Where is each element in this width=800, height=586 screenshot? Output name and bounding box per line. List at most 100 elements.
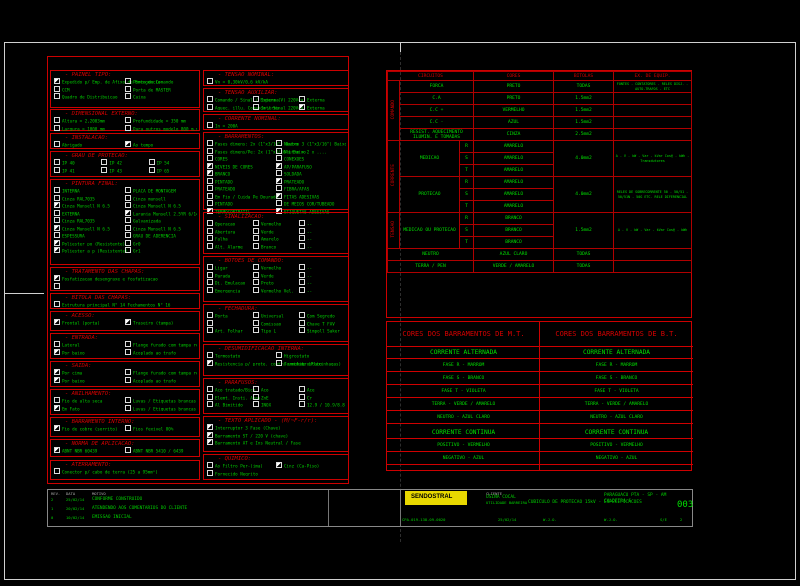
- checkbox-empty-icon[interactable]: [54, 85, 60, 92]
- checkbox-empty-icon[interactable]: [148, 166, 155, 173]
- checkbox-empty-icon[interactable]: [253, 386, 259, 392]
- checkbox-empty-icon[interactable]: [125, 194, 131, 201]
- checkbox-checked-icon[interactable]: [207, 424, 213, 430]
- checkbox-empty-icon[interactable]: [207, 103, 213, 110]
- checkbox-empty-icon[interactable]: [299, 312, 305, 318]
- checkbox-checked-icon[interactable]: [54, 202, 60, 208]
- checkbox-empty-icon[interactable]: [54, 282, 60, 289]
- checkbox-empty-icon[interactable]: [125, 376, 131, 383]
- checkbox-empty-icon[interactable]: [207, 264, 213, 270]
- checkbox-empty-icon[interactable]: [207, 279, 213, 285]
- checkbox-empty-icon[interactable]: [299, 271, 305, 278]
- checkbox-empty-icon[interactable]: [299, 401, 305, 407]
- checkbox-checked-icon[interactable]: [54, 404, 60, 411]
- checkbox-empty-icon[interactable]: [253, 271, 259, 278]
- checkbox-empty-icon[interactable]: [207, 235, 213, 241]
- checkbox-checked-icon[interactable]: [54, 447, 60, 453]
- checkbox-empty-icon[interactable]: [54, 209, 60, 216]
- checkbox-empty-icon[interactable]: [207, 242, 213, 249]
- checkbox-empty-icon[interactable]: [207, 78, 213, 84]
- checkbox-empty-icon[interactable]: [207, 155, 213, 161]
- checkbox-empty-icon[interactable]: [207, 286, 213, 293]
- checkbox-checked-icon[interactable]: [54, 376, 60, 383]
- checkbox-empty-icon[interactable]: [276, 359, 282, 366]
- checkbox-checked-icon[interactable]: [54, 348, 60, 355]
- checkbox-empty-icon[interactable]: [125, 224, 131, 231]
- checkbox-empty-icon[interactable]: [54, 341, 60, 347]
- checkbox-empty-icon[interactable]: [125, 202, 131, 208]
- checkbox-checked-icon[interactable]: [276, 162, 282, 169]
- checkbox-checked-icon[interactable]: [276, 207, 282, 214]
- checkbox-empty-icon[interactable]: [125, 341, 131, 347]
- checkbox-empty-icon[interactable]: [125, 187, 131, 193]
- checkbox-empty-icon[interactable]: [207, 393, 213, 400]
- checkbox-checked-icon[interactable]: [276, 462, 282, 468]
- checkbox-empty-icon[interactable]: [125, 117, 131, 123]
- checkbox-empty-icon[interactable]: [299, 227, 305, 234]
- checkbox-empty-icon[interactable]: [207, 386, 213, 392]
- checkbox-checked-icon[interactable]: [276, 192, 282, 199]
- checkbox-empty-icon[interactable]: [101, 159, 108, 165]
- checkbox-empty-icon[interactable]: [207, 462, 213, 468]
- checkbox-empty-icon[interactable]: [54, 468, 60, 474]
- checkbox-empty-icon[interactable]: [299, 319, 305, 326]
- checkbox-empty-icon[interactable]: [125, 404, 131, 411]
- checkbox-empty-icon[interactable]: [253, 393, 259, 400]
- checkbox-empty-icon[interactable]: [207, 147, 213, 154]
- checkbox-empty-icon[interactable]: [125, 217, 131, 223]
- checkbox-empty-icon[interactable]: [276, 155, 282, 161]
- checkbox-empty-icon[interactable]: [276, 352, 282, 358]
- checkbox-empty-icon[interactable]: [276, 170, 282, 176]
- checkbox-empty-icon[interactable]: [54, 159, 60, 165]
- checkbox-checked-icon[interactable]: [207, 162, 213, 169]
- checkbox-empty-icon[interactable]: [207, 200, 213, 206]
- checkbox-empty-icon[interactable]: [207, 220, 213, 226]
- checkbox-empty-icon[interactable]: [299, 286, 305, 293]
- checkbox-empty-icon[interactable]: [207, 177, 213, 184]
- checkbox-empty-icon[interactable]: [253, 319, 259, 326]
- checkbox-empty-icon[interactable]: [101, 166, 108, 173]
- checkbox-checked-icon[interactable]: [299, 103, 305, 110]
- checkbox-empty-icon[interactable]: [207, 96, 213, 102]
- checkbox-checked-icon[interactable]: [207, 359, 213, 366]
- checkbox-checked-icon[interactable]: [207, 431, 213, 438]
- checkbox-empty-icon[interactable]: [148, 159, 155, 165]
- checkbox-empty-icon[interactable]: [253, 235, 259, 241]
- checkbox-empty-icon[interactable]: [207, 271, 213, 278]
- checkbox-checked-icon[interactable]: [276, 177, 282, 184]
- checkbox-empty-icon[interactable]: [253, 327, 259, 333]
- checkbox-empty-icon[interactable]: [299, 220, 305, 226]
- checkbox-empty-icon[interactable]: [207, 185, 213, 191]
- checkbox-empty-icon[interactable]: [125, 232, 131, 238]
- checkbox-empty-icon[interactable]: [207, 469, 213, 476]
- checkbox-empty-icon[interactable]: [54, 93, 60, 99]
- checkbox-empty-icon[interactable]: [276, 147, 282, 154]
- checkbox-empty-icon[interactable]: [207, 312, 213, 318]
- checkbox-empty-icon[interactable]: [54, 217, 60, 223]
- checkbox-empty-icon[interactable]: [125, 425, 131, 431]
- checkbox-empty-icon[interactable]: [253, 227, 259, 234]
- checkbox-empty-icon[interactable]: [299, 327, 305, 333]
- checkbox-empty-icon[interactable]: [125, 124, 131, 131]
- checkbox-empty-icon[interactable]: [125, 397, 131, 403]
- checkbox-empty-icon[interactable]: [299, 393, 305, 400]
- checkbox-checked-icon[interactable]: [207, 207, 213, 214]
- checkbox-checked-icon[interactable]: [54, 224, 60, 231]
- checkbox-checked-icon[interactable]: [125, 319, 131, 325]
- checkbox-empty-icon[interactable]: [125, 85, 131, 92]
- checkbox-empty-icon[interactable]: [207, 401, 213, 407]
- checkbox-empty-icon[interactable]: [54, 117, 60, 123]
- checkbox-empty-icon[interactable]: [125, 78, 131, 84]
- checkbox-empty-icon[interactable]: [54, 301, 60, 307]
- checkbox-empty-icon[interactable]: [125, 247, 131, 253]
- checkbox-checked-icon[interactable]: [207, 170, 213, 176]
- checkbox-empty-icon[interactable]: [207, 192, 213, 199]
- checkbox-empty-icon[interactable]: [125, 348, 131, 355]
- checkbox-empty-icon[interactable]: [253, 264, 259, 270]
- checkbox-checked-icon[interactable]: [125, 209, 131, 216]
- checkbox-empty-icon[interactable]: [125, 93, 131, 99]
- checkbox-empty-icon[interactable]: [125, 239, 131, 246]
- checkbox-empty-icon[interactable]: [253, 220, 259, 226]
- checkbox-empty-icon[interactable]: [299, 242, 305, 249]
- checkbox-empty-icon[interactable]: [253, 242, 259, 249]
